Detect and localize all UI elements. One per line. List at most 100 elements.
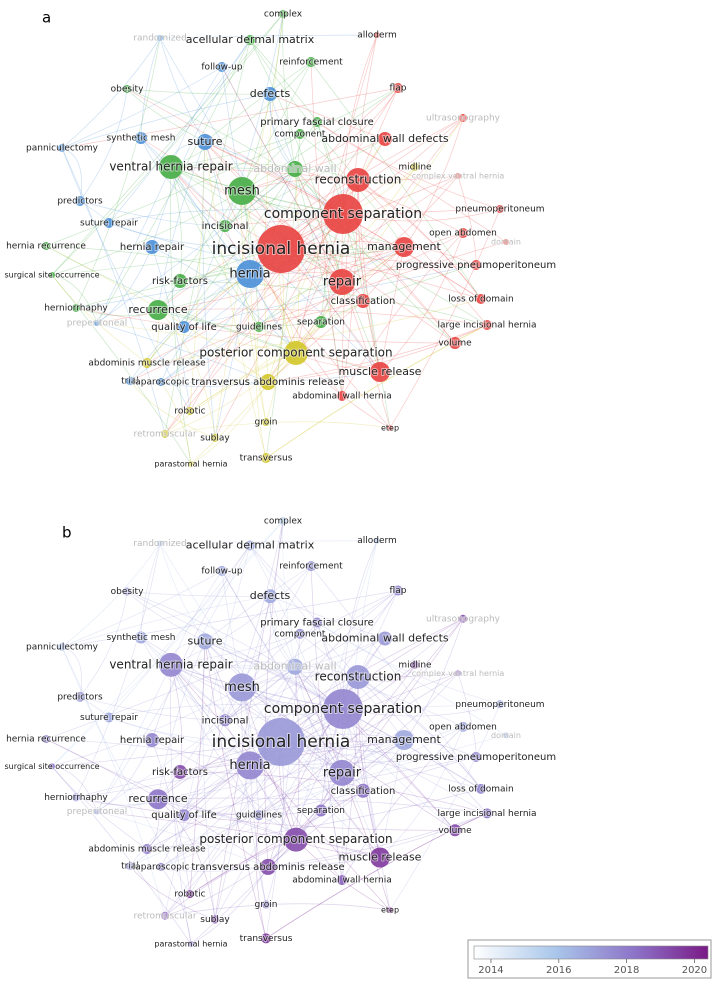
node-bubble bbox=[449, 824, 461, 837]
node-label: complex ventral hernia bbox=[412, 172, 505, 181]
node-bubble bbox=[503, 732, 509, 739]
link bbox=[157, 308, 488, 326]
link bbox=[108, 717, 343, 774]
bubbles bbox=[42, 10, 509, 947]
link bbox=[146, 666, 296, 850]
link bbox=[310, 61, 343, 397]
node-label: herniorrhaphy bbox=[44, 793, 108, 803]
node-bubble bbox=[49, 763, 55, 770]
link bbox=[342, 708, 456, 831]
node-bubble bbox=[394, 237, 414, 257]
link bbox=[51, 765, 98, 812]
node-label: predictors bbox=[57, 197, 103, 207]
node-bubble bbox=[262, 418, 270, 426]
node-bubble bbox=[261, 453, 271, 463]
node-bubble bbox=[387, 425, 393, 431]
node-label: transversus bbox=[240, 934, 293, 944]
node-label: transversus bbox=[240, 454, 293, 464]
node-bubble bbox=[257, 717, 305, 766]
node-bubble bbox=[393, 585, 403, 596]
node-bubble bbox=[72, 304, 80, 312]
link bbox=[258, 814, 381, 858]
node-label: pneumoperitoneum bbox=[455, 205, 544, 215]
node-bubble bbox=[387, 907, 393, 914]
node-bubble bbox=[476, 294, 486, 304]
node-label: retromuscular bbox=[133, 911, 196, 921]
link bbox=[189, 790, 364, 895]
node-label: robotic bbox=[174, 890, 205, 900]
link bbox=[320, 179, 359, 323]
node-label: panniculectomy bbox=[26, 144, 99, 154]
link bbox=[157, 309, 322, 327]
link bbox=[258, 326, 381, 373]
link bbox=[96, 246, 153, 324]
link bbox=[249, 39, 343, 283]
node-bubble bbox=[503, 239, 509, 245]
link bbox=[159, 34, 378, 39]
link bbox=[159, 543, 381, 858]
node-bubble bbox=[126, 377, 134, 385]
node-bubble bbox=[58, 144, 66, 152]
node-label: reconstruction bbox=[315, 173, 402, 187]
link bbox=[342, 213, 456, 344]
link bbox=[140, 137, 226, 227]
link bbox=[265, 813, 488, 939]
node-label: loss of domain bbox=[448, 784, 514, 794]
node-label: guidelines bbox=[236, 811, 282, 821]
link bbox=[61, 570, 223, 648]
link bbox=[61, 590, 399, 648]
node-bubble bbox=[346, 168, 370, 192]
link bbox=[164, 903, 391, 917]
link bbox=[51, 766, 192, 945]
node-bubble bbox=[94, 808, 100, 815]
link bbox=[357, 672, 459, 678]
link bbox=[157, 798, 322, 816]
colorbar-tick-label: 2020 bbox=[682, 965, 707, 976]
link bbox=[51, 248, 282, 276]
link bbox=[294, 666, 456, 831]
node-bubble bbox=[123, 587, 131, 596]
node-label: abdominal wall hernia bbox=[292, 392, 392, 402]
node-bubble bbox=[245, 540, 255, 551]
link bbox=[108, 209, 344, 224]
node-bubble bbox=[72, 793, 80, 802]
link bbox=[341, 232, 464, 397]
link bbox=[164, 839, 297, 917]
link bbox=[249, 273, 267, 423]
link bbox=[316, 622, 391, 911]
link bbox=[204, 641, 343, 774]
node-label: parastomal hernia bbox=[154, 460, 227, 469]
link bbox=[75, 797, 456, 831]
node-label: transversus abdominis release bbox=[191, 377, 344, 388]
link bbox=[316, 121, 391, 429]
link bbox=[96, 232, 464, 324]
link bbox=[267, 138, 386, 383]
link bbox=[265, 324, 488, 459]
link bbox=[157, 117, 464, 311]
link bbox=[140, 543, 161, 638]
node-label: retromuscular bbox=[133, 430, 196, 440]
link bbox=[61, 543, 161, 648]
link bbox=[267, 790, 364, 868]
node-bubble bbox=[356, 294, 370, 308]
node-label: incisional hernia bbox=[212, 732, 351, 752]
link bbox=[170, 661, 359, 678]
link bbox=[190, 810, 322, 945]
node-label: follow-up bbox=[201, 566, 242, 576]
link bbox=[183, 168, 296, 328]
node-bubble bbox=[482, 808, 492, 819]
node-bubble bbox=[157, 35, 163, 41]
link bbox=[241, 138, 386, 192]
node-bubble bbox=[411, 660, 419, 669]
node-bubble bbox=[329, 759, 355, 786]
link bbox=[202, 141, 216, 439]
node-label: alloderm bbox=[357, 31, 397, 41]
node-label: recurrence bbox=[128, 792, 187, 805]
link bbox=[129, 708, 344, 867]
node-label: ultrasonography bbox=[426, 114, 501, 124]
link bbox=[224, 633, 301, 721]
link bbox=[61, 147, 166, 435]
node-label: etep bbox=[381, 424, 399, 433]
link bbox=[265, 813, 488, 939]
